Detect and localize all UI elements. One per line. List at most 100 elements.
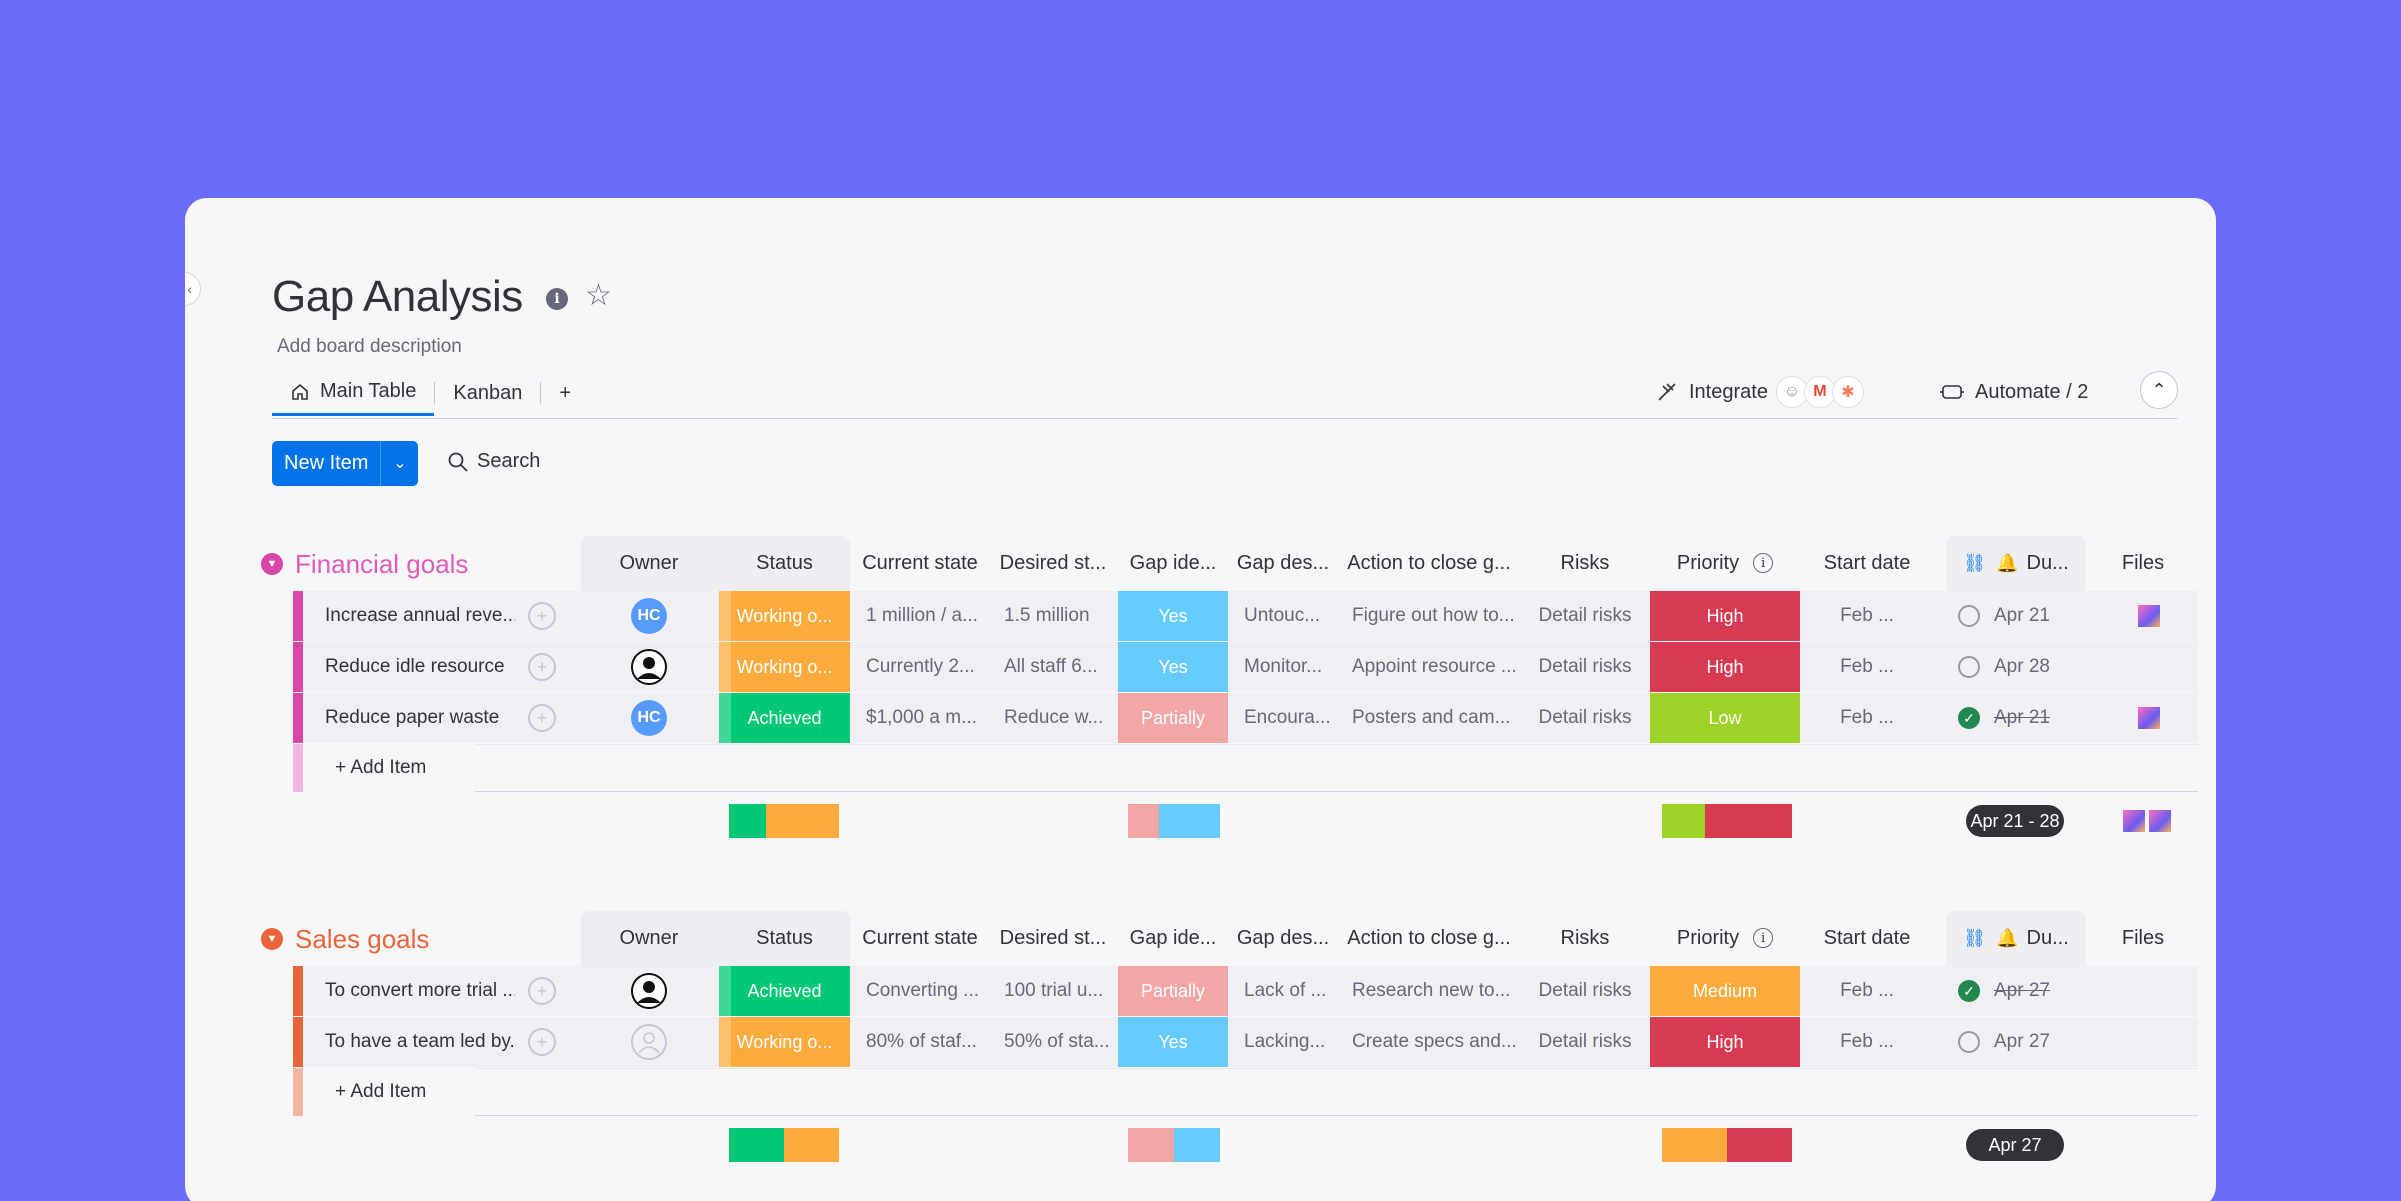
column-header-action[interactable]: Action to close g... [1338,911,1520,965]
due-date-cell[interactable]: ✓ Apr 21 [1946,693,2086,743]
tab-main-table[interactable]: Main Table [272,370,435,416]
group-title[interactable]: ▼ Sales goals [261,911,429,967]
action-cell[interactable]: Figure out how to... [1352,605,1515,626]
column-header-desired[interactable]: Desired st... [990,911,1116,965]
item-name[interactable]: Reduce idle resource [325,656,505,677]
avatar[interactable]: HC [631,700,667,736]
item-name[interactable]: Increase annual reve... [325,605,515,626]
desired-cell[interactable]: All staff 6... [1004,656,1098,677]
action-cell[interactable]: Appoint resource ... [1352,656,1517,677]
bell-icon[interactable]: 🔔 [1996,552,2019,573]
column-header-due[interactable]: ⛓ 🔔 Du... [1946,536,2086,590]
due-date-summary[interactable]: Apr 27 [1966,1129,2064,1161]
circle-icon[interactable] [1958,605,1980,627]
column-header-start[interactable]: Start date [1802,536,1932,590]
link-icon[interactable]: ⛓ [1963,552,1987,573]
new-item-label[interactable]: New Item [284,452,369,474]
gap-identified-label[interactable]: Yes [1118,642,1228,692]
status-summary-bar[interactable] [784,1128,839,1162]
gap-summary-bar[interactable] [1174,1128,1220,1162]
current-cell[interactable]: Currently 2... [866,656,975,677]
risks-cell[interactable]: Detail risks [1538,656,1632,677]
column-header-start[interactable]: Start date [1802,911,1932,965]
add-update-icon[interactable]: + [528,1028,556,1056]
column-header-files[interactable]: Files [2088,911,2198,965]
priority-label[interactable]: High [1650,1017,1800,1067]
star-icon[interactable]: ☆ [585,279,612,312]
gap-summary-bar[interactable] [1159,804,1220,838]
column-header-status[interactable]: Status [719,911,850,965]
column-header-priority[interactable]: Priority i [1650,536,1800,590]
column-header-current[interactable]: Current state [852,536,988,590]
item-name[interactable]: Reduce paper waste [325,707,500,728]
circle-icon[interactable] [1958,656,1980,678]
new-item-button[interactable]: New Item ⌄ [272,441,419,486]
column-header-risks[interactable]: Risks [1522,536,1648,590]
chevron-down-icon[interactable]: ▼ [261,553,283,575]
owner-cell[interactable]: HC [581,591,717,641]
column-header-action[interactable]: Action to close g... [1338,536,1520,590]
bell-icon[interactable]: 🔔 [1996,927,2019,948]
status-label[interactable]: Working o... [719,591,850,641]
circle-icon[interactable] [1958,1031,1980,1053]
column-header-owner[interactable]: Owner [581,911,717,965]
status-summary-bar[interactable] [729,804,766,838]
info-icon[interactable]: i [546,288,568,310]
status-label[interactable]: Working o... [719,1017,850,1067]
add-update-icon[interactable]: + [528,704,556,732]
gapdesc-cell[interactable]: Lack of ... [1244,980,1327,1001]
gapdesc-cell[interactable]: Encoura... [1244,707,1331,728]
current-cell[interactable]: Converting ... [866,980,979,1001]
risks-cell[interactable]: Detail risks [1538,1031,1632,1052]
priority-label[interactable]: High [1650,591,1800,641]
chevron-down-icon[interactable]: ▼ [261,928,283,950]
status-label[interactable]: Achieved [719,966,850,1016]
gap-summary-bar[interactable] [1128,1128,1174,1162]
integrate-button[interactable]: Integrate ☺ M ✱ [1655,370,1864,414]
column-header-priority[interactable]: Priority i [1650,911,1800,965]
owner-cell[interactable] [581,642,717,692]
avatar[interactable]: HC [631,598,667,634]
empty-avatar-icon[interactable] [631,1024,667,1060]
link-icon[interactable]: ⛓ [1963,927,1987,948]
table-row[interactable] [297,966,2198,1016]
add-view-button[interactable]: + [541,370,589,416]
gap-identified-label[interactable]: Partially [1118,693,1228,743]
current-cell[interactable]: $1,000 a m... [866,707,977,728]
group-title-label[interactable]: Sales goals [295,923,430,954]
column-header-due[interactable]: ⛓ 🔔 Du... [1946,911,2086,965]
owner-cell[interactable]: HC [581,693,717,743]
current-cell[interactable]: 1 million / a... [866,605,978,626]
due-date-summary[interactable]: Apr 21 - 28 [1966,805,2064,837]
desired-cell[interactable]: 50% of sta... [1004,1031,1110,1052]
start-date-cell[interactable]: Feb ... [1840,707,1894,728]
file-thumbnail[interactable] [2138,605,2160,627]
sidebar-collapse-button[interactable]: ‹ [185,272,201,306]
priority-summary-bar[interactable] [1727,1128,1792,1162]
item-name[interactable]: To convert more trial ... [325,980,515,1001]
action-cell[interactable]: Research new to... [1352,980,1511,1001]
search-button[interactable]: Search [447,450,540,473]
automate-button[interactable]: Automate / 2 [1939,370,2088,414]
gapdesc-cell[interactable]: Lacking... [1244,1031,1326,1052]
add-item-row[interactable]: + Add Item [335,1081,427,1102]
column-header-gap[interactable]: Gap ide... [1118,911,1228,965]
start-date-cell[interactable]: Feb ... [1840,980,1894,1001]
status-label[interactable]: Working o... [719,642,850,692]
column-header-desired[interactable]: Desired st... [990,536,1116,590]
start-date-cell[interactable]: Feb ... [1840,1031,1894,1052]
status-summary-bar[interactable] [766,804,839,838]
priority-label[interactable]: High [1650,642,1800,692]
desired-cell[interactable]: 1.5 million [1004,605,1090,626]
gapdesc-cell[interactable]: Untouc... [1244,605,1321,626]
start-date-cell[interactable]: Feb ... [1840,605,1894,626]
action-cell[interactable]: Create specs and... [1352,1031,1517,1052]
gapdesc-cell[interactable]: Monitor... [1244,656,1323,677]
desired-cell[interactable]: Reduce w... [1004,707,1104,728]
avatar[interactable] [631,649,667,685]
gap-identified-label[interactable]: Yes [1118,1017,1228,1067]
gap-identified-label[interactable]: Partially [1118,966,1228,1016]
priority-summary-bar[interactable] [1662,1128,1727,1162]
risks-cell[interactable]: Detail risks [1538,605,1632,626]
current-cell[interactable]: 80% of staf... [866,1031,977,1052]
